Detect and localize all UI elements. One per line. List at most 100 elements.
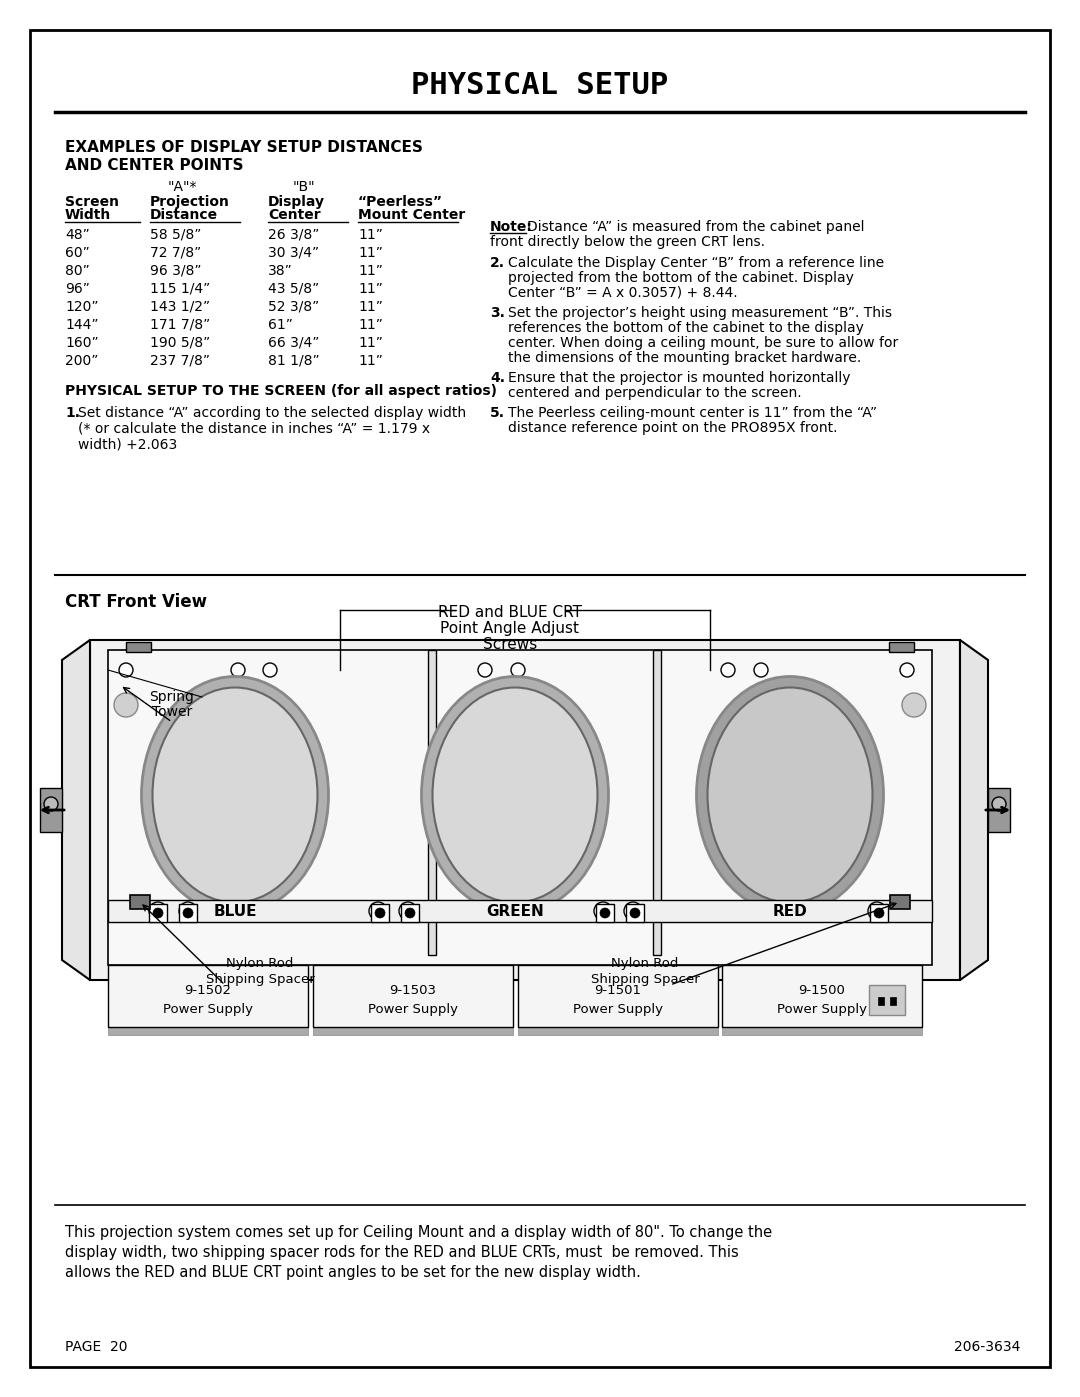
Text: Center “B” = A x 0.3057) + 8.44.: Center “B” = A x 0.3057) + 8.44. bbox=[508, 286, 738, 300]
Bar bbox=[723, 965, 922, 1027]
Text: 200”: 200” bbox=[65, 353, 98, 367]
Text: Power Supply: Power Supply bbox=[368, 1003, 458, 1016]
Text: Shipping Spacer: Shipping Spacer bbox=[205, 972, 314, 986]
Text: 115 1/4”: 115 1/4” bbox=[150, 282, 211, 296]
Text: 190 5/8”: 190 5/8” bbox=[150, 337, 211, 351]
Text: allows the RED and BLUE CRT point angles to be set for the new display width.: allows the RED and BLUE CRT point angles… bbox=[65, 1266, 640, 1280]
Text: 30 3/4”: 30 3/4” bbox=[268, 246, 319, 260]
Bar bbox=[626, 904, 644, 922]
Text: 11”: 11” bbox=[357, 319, 383, 332]
Bar bbox=[653, 650, 661, 956]
Circle shape bbox=[149, 902, 167, 921]
Text: Nylon Rod: Nylon Rod bbox=[611, 957, 678, 970]
Text: Shipping Spacer: Shipping Spacer bbox=[591, 972, 700, 986]
Text: 9-1500: 9-1500 bbox=[798, 985, 846, 997]
Text: 48”: 48” bbox=[65, 228, 90, 242]
Bar bbox=[878, 997, 885, 1004]
Text: RED: RED bbox=[772, 904, 808, 918]
Text: Nylon Rod: Nylon Rod bbox=[227, 957, 294, 970]
Bar bbox=[596, 904, 615, 922]
Circle shape bbox=[900, 664, 914, 678]
Bar bbox=[108, 900, 932, 922]
Text: 52 3/8”: 52 3/8” bbox=[268, 300, 320, 314]
Text: "B": "B" bbox=[293, 180, 315, 194]
Text: 60”: 60” bbox=[65, 246, 90, 260]
Text: 3.: 3. bbox=[490, 306, 504, 320]
Circle shape bbox=[231, 664, 245, 678]
Circle shape bbox=[119, 664, 133, 678]
Text: 144”: 144” bbox=[65, 319, 98, 332]
Text: 96”: 96” bbox=[65, 282, 90, 296]
Bar bbox=[108, 1027, 308, 1035]
Text: 26 3/8”: 26 3/8” bbox=[268, 228, 320, 242]
Bar bbox=[126, 643, 151, 652]
Text: (* or calculate the distance in inches “A” = 1.179 x: (* or calculate the distance in inches “… bbox=[78, 422, 430, 436]
Circle shape bbox=[754, 664, 768, 678]
Circle shape bbox=[405, 908, 415, 918]
Text: 5.: 5. bbox=[490, 407, 505, 420]
Text: 143 1/2”: 143 1/2” bbox=[150, 300, 211, 314]
Text: RED and BLUE CRT: RED and BLUE CRT bbox=[438, 605, 582, 620]
Circle shape bbox=[902, 693, 926, 717]
Circle shape bbox=[511, 664, 525, 678]
Text: Spring: Spring bbox=[149, 690, 194, 704]
Text: the dimensions of the mounting bracket hardware.: the dimensions of the mounting bracket h… bbox=[508, 351, 861, 365]
Text: 11”: 11” bbox=[357, 246, 383, 260]
Bar bbox=[313, 965, 513, 1027]
Bar bbox=[518, 1027, 718, 1035]
Circle shape bbox=[114, 693, 138, 717]
Text: 80”: 80” bbox=[65, 264, 90, 278]
Ellipse shape bbox=[421, 676, 608, 914]
Bar bbox=[401, 904, 419, 922]
Text: references the bottom of the cabinet to the display: references the bottom of the cabinet to … bbox=[508, 321, 864, 335]
Circle shape bbox=[153, 908, 163, 918]
Text: Mount Center: Mount Center bbox=[357, 208, 465, 222]
Circle shape bbox=[721, 664, 735, 678]
Text: 171 7/8”: 171 7/8” bbox=[150, 319, 211, 332]
Text: Screws: Screws bbox=[483, 637, 537, 652]
Bar bbox=[90, 640, 960, 981]
Bar bbox=[372, 904, 389, 922]
Bar bbox=[108, 650, 932, 965]
Ellipse shape bbox=[707, 687, 873, 902]
Bar bbox=[179, 904, 197, 922]
Text: This projection system comes set up for Ceiling Mount and a display width of 80": This projection system comes set up for … bbox=[65, 1225, 772, 1241]
Circle shape bbox=[478, 664, 492, 678]
Circle shape bbox=[600, 908, 610, 918]
Text: Set distance “A” according to the selected display width: Set distance “A” according to the select… bbox=[78, 407, 467, 420]
Bar bbox=[108, 965, 308, 1027]
Circle shape bbox=[874, 908, 885, 918]
Text: Screen: Screen bbox=[65, 196, 119, 210]
Bar bbox=[988, 788, 1010, 833]
Text: 11”: 11” bbox=[357, 228, 383, 242]
Text: AND CENTER POINTS: AND CENTER POINTS bbox=[65, 158, 243, 173]
Text: Power Supply: Power Supply bbox=[163, 1003, 253, 1016]
Text: centered and perpendicular to the screen.: centered and perpendicular to the screen… bbox=[508, 386, 801, 400]
Text: PHYSICAL SETUP TO THE SCREEN (for all aspect ratios): PHYSICAL SETUP TO THE SCREEN (for all as… bbox=[65, 384, 497, 398]
Text: 43 5/8”: 43 5/8” bbox=[268, 282, 320, 296]
Text: 96 3/8”: 96 3/8” bbox=[150, 264, 202, 278]
Text: distance reference point on the PRO895X front.: distance reference point on the PRO895X … bbox=[508, 420, 837, 434]
Ellipse shape bbox=[697, 676, 883, 914]
Bar bbox=[149, 904, 167, 922]
Circle shape bbox=[868, 902, 886, 921]
Circle shape bbox=[594, 902, 612, 921]
Text: "A"*: "A"* bbox=[168, 180, 198, 194]
Bar bbox=[870, 904, 888, 922]
Text: 72 7/8”: 72 7/8” bbox=[150, 246, 201, 260]
Text: “Peerless”: “Peerless” bbox=[357, 196, 443, 210]
Ellipse shape bbox=[432, 687, 597, 902]
Text: center. When doing a ceiling mount, be sure to allow for: center. When doing a ceiling mount, be s… bbox=[508, 337, 899, 351]
Text: EXAMPLES OF DISPLAY SETUP DISTANCES: EXAMPLES OF DISPLAY SETUP DISTANCES bbox=[65, 140, 423, 155]
Text: Note:: Note: bbox=[490, 219, 532, 235]
Text: 9-1503: 9-1503 bbox=[390, 985, 436, 997]
Text: Projection: Projection bbox=[150, 196, 230, 210]
Text: Distance: Distance bbox=[150, 208, 218, 222]
Text: Ensure that the projector is mounted horizontally: Ensure that the projector is mounted hor… bbox=[508, 372, 851, 386]
Circle shape bbox=[399, 902, 417, 921]
Text: BLUE: BLUE bbox=[213, 904, 257, 918]
Bar bbox=[723, 1027, 922, 1035]
Text: 4.: 4. bbox=[490, 372, 505, 386]
Text: 11”: 11” bbox=[357, 353, 383, 367]
Text: 38”: 38” bbox=[268, 264, 293, 278]
